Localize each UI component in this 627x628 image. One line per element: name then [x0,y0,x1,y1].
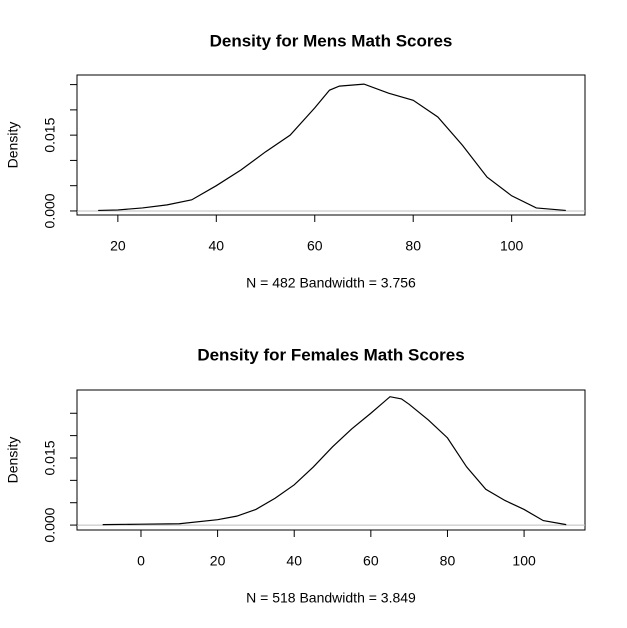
x-axis-label: N = 482 Bandwidth = 3.756 [246,275,416,291]
x-tick-label: 60 [363,553,379,569]
density-line [102,396,567,526]
x-tick-label: 100 [500,238,524,254]
density-line [98,83,566,212]
y-tick-label: 0.015 [42,440,58,475]
y-tick-label: 0.015 [42,117,58,152]
x-tick-label: 60 [307,238,323,254]
y-tick-label: 0.000 [42,193,58,228]
x-tick-label: 40 [209,238,225,254]
y-tick-label: 0.000 [42,507,58,542]
y-axis-label: Density [5,437,21,484]
x-tick-label: 80 [440,553,456,569]
x-tick-label: 40 [286,553,302,569]
x-axis-label: N = 518 Bandwidth = 3.849 [246,590,416,606]
x-tick-label: 20 [110,238,126,254]
x-tick-label: 80 [405,238,421,254]
chart-title: Density for Mens Math Scores [210,31,453,50]
x-tick-label: 20 [210,553,226,569]
plot-box [76,389,586,531]
x-tick-label: 100 [512,553,536,569]
y-axis-label: Density [5,122,21,169]
chart-title: Density for Females Math Scores [197,345,464,364]
x-tick-label: 0 [137,553,145,569]
